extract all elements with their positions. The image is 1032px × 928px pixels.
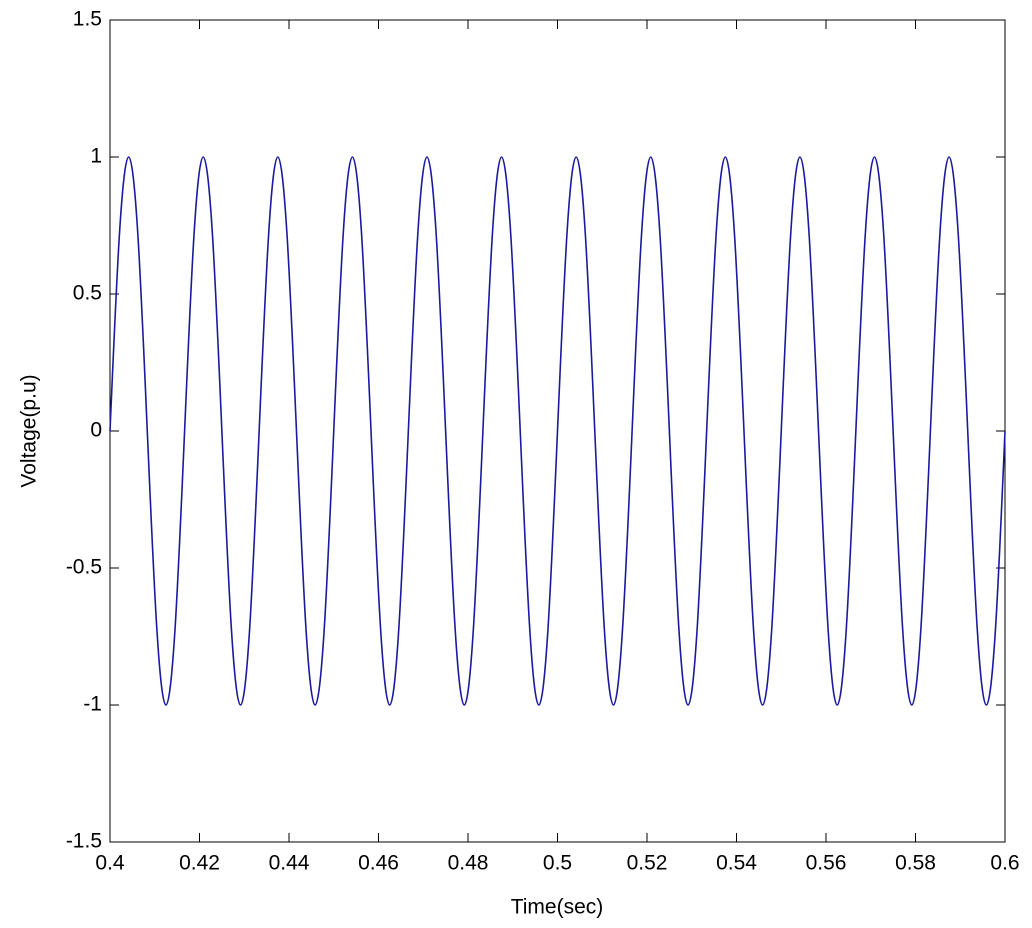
y-tick-label: -0.5	[66, 556, 102, 579]
line-series	[109, 156, 1006, 706]
y-axis-label: Voltage(p.u)	[18, 374, 41, 487]
x-tick-label: 0.42	[179, 852, 220, 875]
x-tick-label: 0.6	[990, 852, 1019, 875]
x-tick-label: 0.58	[895, 852, 936, 875]
y-tick-label: -1	[83, 693, 102, 716]
x-tick-label: 0.5	[543, 852, 572, 875]
x-tick-label: 0.54	[716, 852, 757, 875]
y-tick-label: 0.5	[73, 282, 102, 305]
x-tick-label: 0.48	[448, 852, 489, 875]
y-tick-label: 1	[90, 145, 102, 168]
y-tick-label: 0	[90, 419, 102, 442]
x-tick-label: 0.44	[269, 852, 310, 875]
y-tick-label: -1.5	[66, 830, 102, 853]
x-tick-label: 0.52	[627, 852, 668, 875]
x-tick-label: 0.4	[95, 852, 125, 875]
x-axis-label: Time(sec)	[511, 896, 604, 919]
x-tick-label: 0.46	[358, 852, 399, 875]
y-tick-label: 1.5	[73, 8, 102, 31]
x-tick-label: 0.56	[806, 852, 847, 875]
